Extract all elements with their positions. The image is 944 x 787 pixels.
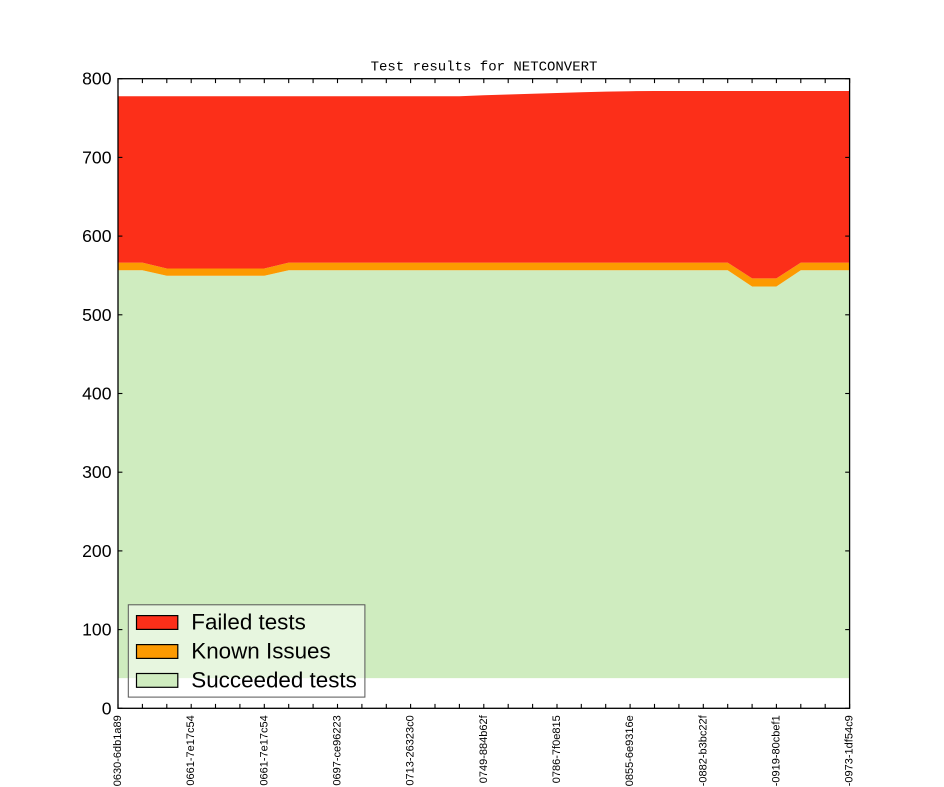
- svg-text:0713-26323c0: 0713-26323c0: [405, 715, 417, 785]
- svg-text:300: 300: [82, 462, 112, 482]
- svg-text:0661-7e17c54: 0661-7e17c54: [258, 715, 270, 785]
- svg-text:0: 0: [102, 698, 112, 718]
- svg-text:0855-6e9316e: 0855-6e9316e: [624, 715, 636, 786]
- svg-text:500: 500: [82, 305, 112, 325]
- svg-text:-0973-1df54c9: -0973-1df54c9: [844, 715, 856, 786]
- svg-text:Test results for NETCONVERT: Test results for NETCONVERT: [371, 60, 598, 76]
- svg-text:Known Issues: Known Issues: [191, 639, 330, 664]
- svg-text:0786-7f0e815: 0786-7f0e815: [551, 715, 563, 783]
- svg-text:100: 100: [82, 620, 112, 640]
- svg-text:0661-7e17c54: 0661-7e17c54: [185, 715, 197, 785]
- svg-text:Failed tests: Failed tests: [191, 610, 305, 635]
- svg-text:Succeeded tests: Succeeded tests: [191, 668, 357, 693]
- svg-text:200: 200: [82, 541, 112, 561]
- svg-text:600: 600: [82, 226, 112, 246]
- svg-text:800: 800: [82, 69, 112, 89]
- svg-text:-0919-80cbef1: -0919-80cbef1: [770, 715, 782, 786]
- svg-text:700: 700: [82, 147, 112, 167]
- svg-text:0749-884b62f: 0749-884b62f: [478, 714, 490, 783]
- svg-text:-0882-b3bc22f: -0882-b3bc22f: [697, 714, 709, 786]
- svg-text:400: 400: [82, 384, 112, 404]
- svg-text:0697-ce96223: 0697-ce96223: [332, 715, 344, 785]
- svg-text:0630-6db1a89: 0630-6db1a89: [112, 715, 124, 786]
